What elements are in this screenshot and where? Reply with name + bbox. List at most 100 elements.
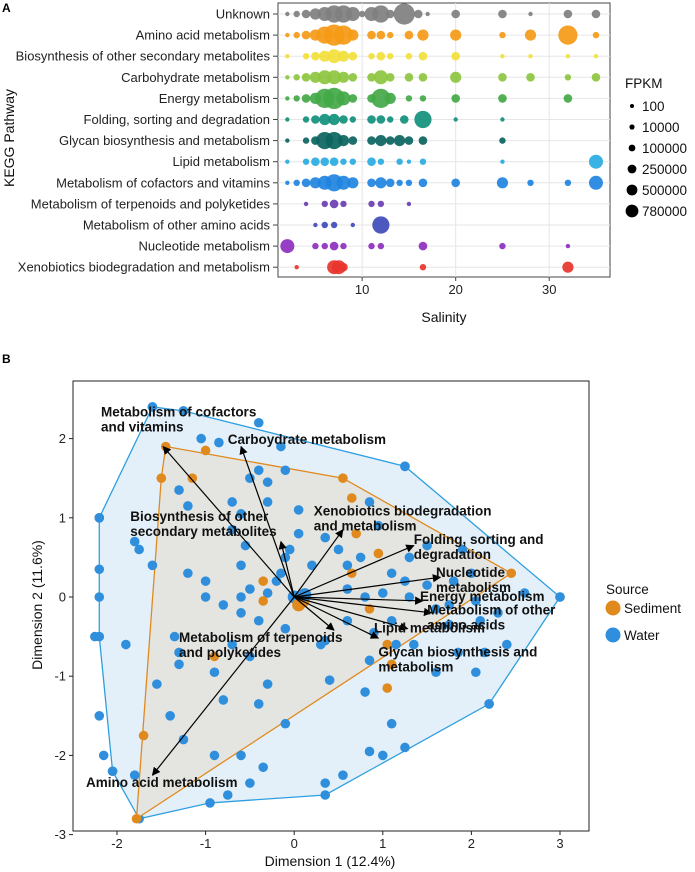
bubble-point xyxy=(293,10,300,18)
water-point xyxy=(200,576,211,586)
water-point xyxy=(129,536,140,547)
fpkm-legend-dot xyxy=(625,204,639,218)
bubble-point xyxy=(373,70,388,85)
bubble-point xyxy=(396,158,403,165)
loading-vector-arrow xyxy=(151,596,295,776)
bubble-point xyxy=(348,136,358,145)
water-point xyxy=(400,461,410,472)
water-point xyxy=(134,544,144,555)
source-legend-dot xyxy=(605,600,621,616)
water-point xyxy=(391,639,401,650)
sediment-point xyxy=(156,473,167,484)
loading-vector-arrow xyxy=(294,574,442,598)
bubble-point xyxy=(285,54,290,59)
bubble-point xyxy=(348,94,358,103)
water-point xyxy=(262,477,273,487)
water-point xyxy=(293,528,304,539)
water-point xyxy=(236,608,246,618)
category-label: Folding, sorting and degradation xyxy=(84,112,270,127)
category-label: Metabolism of terpenoids and polyketides xyxy=(31,196,271,211)
loading-vector-arrow xyxy=(294,596,409,631)
water-point xyxy=(178,734,189,745)
water-point xyxy=(400,576,410,586)
bubble-point xyxy=(293,74,300,81)
y-tick-label: -3 xyxy=(54,827,66,842)
bubble-point xyxy=(588,154,603,169)
bubble-point xyxy=(293,95,300,102)
water-point xyxy=(422,540,432,551)
bubble-point xyxy=(526,73,535,82)
bubble-point xyxy=(309,8,322,20)
water-point xyxy=(121,639,131,650)
water-point xyxy=(479,647,490,658)
bubble-point xyxy=(302,116,310,123)
fpkm-legend-dot xyxy=(626,184,638,196)
category-label: Carbohydrate metabolism xyxy=(121,70,270,85)
water-point xyxy=(342,584,353,594)
fpkm-legend-title: FPKM xyxy=(625,76,663,91)
loading-vector-label: Metabolism of other amino acids xyxy=(427,602,556,632)
water-point xyxy=(373,520,384,531)
bubble-point xyxy=(337,71,350,83)
category-label: Amino acid metabolism xyxy=(136,28,270,43)
water-point xyxy=(169,631,180,642)
water-point xyxy=(200,592,211,602)
y-tick-label: -2 xyxy=(54,748,66,763)
water-point xyxy=(276,441,286,452)
bubble-point xyxy=(313,222,318,228)
water-point xyxy=(183,568,193,579)
bubble-point xyxy=(368,242,375,250)
bubble-point xyxy=(591,73,601,82)
loading-vector-label: Xenobiotics biodegradation and metabolism xyxy=(314,503,492,533)
x-tick-label: 20 xyxy=(448,282,462,297)
water-point xyxy=(280,623,291,634)
bubble-point xyxy=(293,179,300,186)
water-point xyxy=(253,615,264,626)
loading-vector-label: Metabolism of cofactors and vitamins xyxy=(101,404,256,434)
sediment-point xyxy=(200,445,211,456)
bubble-point xyxy=(591,9,601,19)
bubble-point xyxy=(500,117,505,122)
water-point xyxy=(245,584,255,594)
water-point xyxy=(471,667,481,678)
water-point xyxy=(409,639,419,650)
water-point xyxy=(174,647,184,658)
water-point xyxy=(400,742,410,753)
fpkm-size-legend: FPKM 100 10000 100000 250000 500000 780000 xyxy=(625,76,687,219)
y-tick-label: 1 xyxy=(59,510,66,525)
panel-a-label: A xyxy=(2,1,11,15)
sediment-point xyxy=(131,813,142,824)
fpkm-legend-label: 500000 xyxy=(642,183,687,198)
bubble-point xyxy=(368,200,375,208)
bubble-point xyxy=(500,54,505,59)
water-point xyxy=(147,402,158,412)
bubble-point xyxy=(311,51,320,61)
loading-vector-label-line: metabolism xyxy=(378,659,453,674)
bubble-point xyxy=(387,31,394,39)
bubble-point xyxy=(451,9,460,19)
sediment-point xyxy=(382,639,393,650)
loading-vector-label: Carboydrate metabolism xyxy=(228,432,386,447)
loading-vector-label-line: Carboydrate metabolism xyxy=(228,432,386,447)
bubble-point xyxy=(309,71,322,83)
bubble-point xyxy=(393,3,415,25)
bubble-point xyxy=(417,29,429,41)
bubble-point xyxy=(405,179,413,186)
fpkm-legend-dot xyxy=(630,104,634,108)
water-hull-vertex xyxy=(320,790,331,800)
bubble-point xyxy=(499,31,506,39)
bubble-point xyxy=(371,88,391,108)
bubble-point xyxy=(325,132,343,150)
fpkm-legend-label: 250000 xyxy=(642,162,687,177)
bubble-point xyxy=(385,136,395,145)
panel-b-vectors: Metabolism of cofactors and vitaminsCarbo… xyxy=(86,404,556,790)
category-label: Energy metabolism xyxy=(159,91,270,106)
bubble-point xyxy=(418,241,428,251)
water-point xyxy=(280,718,291,729)
loading-vector-arrow xyxy=(293,544,415,598)
panel-a-category-labels: Unknown Amino acid metabolism Biosynthesis… xyxy=(16,7,278,275)
panel-b-hulls xyxy=(94,402,565,824)
source-legend-label: Water xyxy=(624,628,660,643)
bubble-point xyxy=(399,115,409,124)
water-point xyxy=(227,524,237,535)
